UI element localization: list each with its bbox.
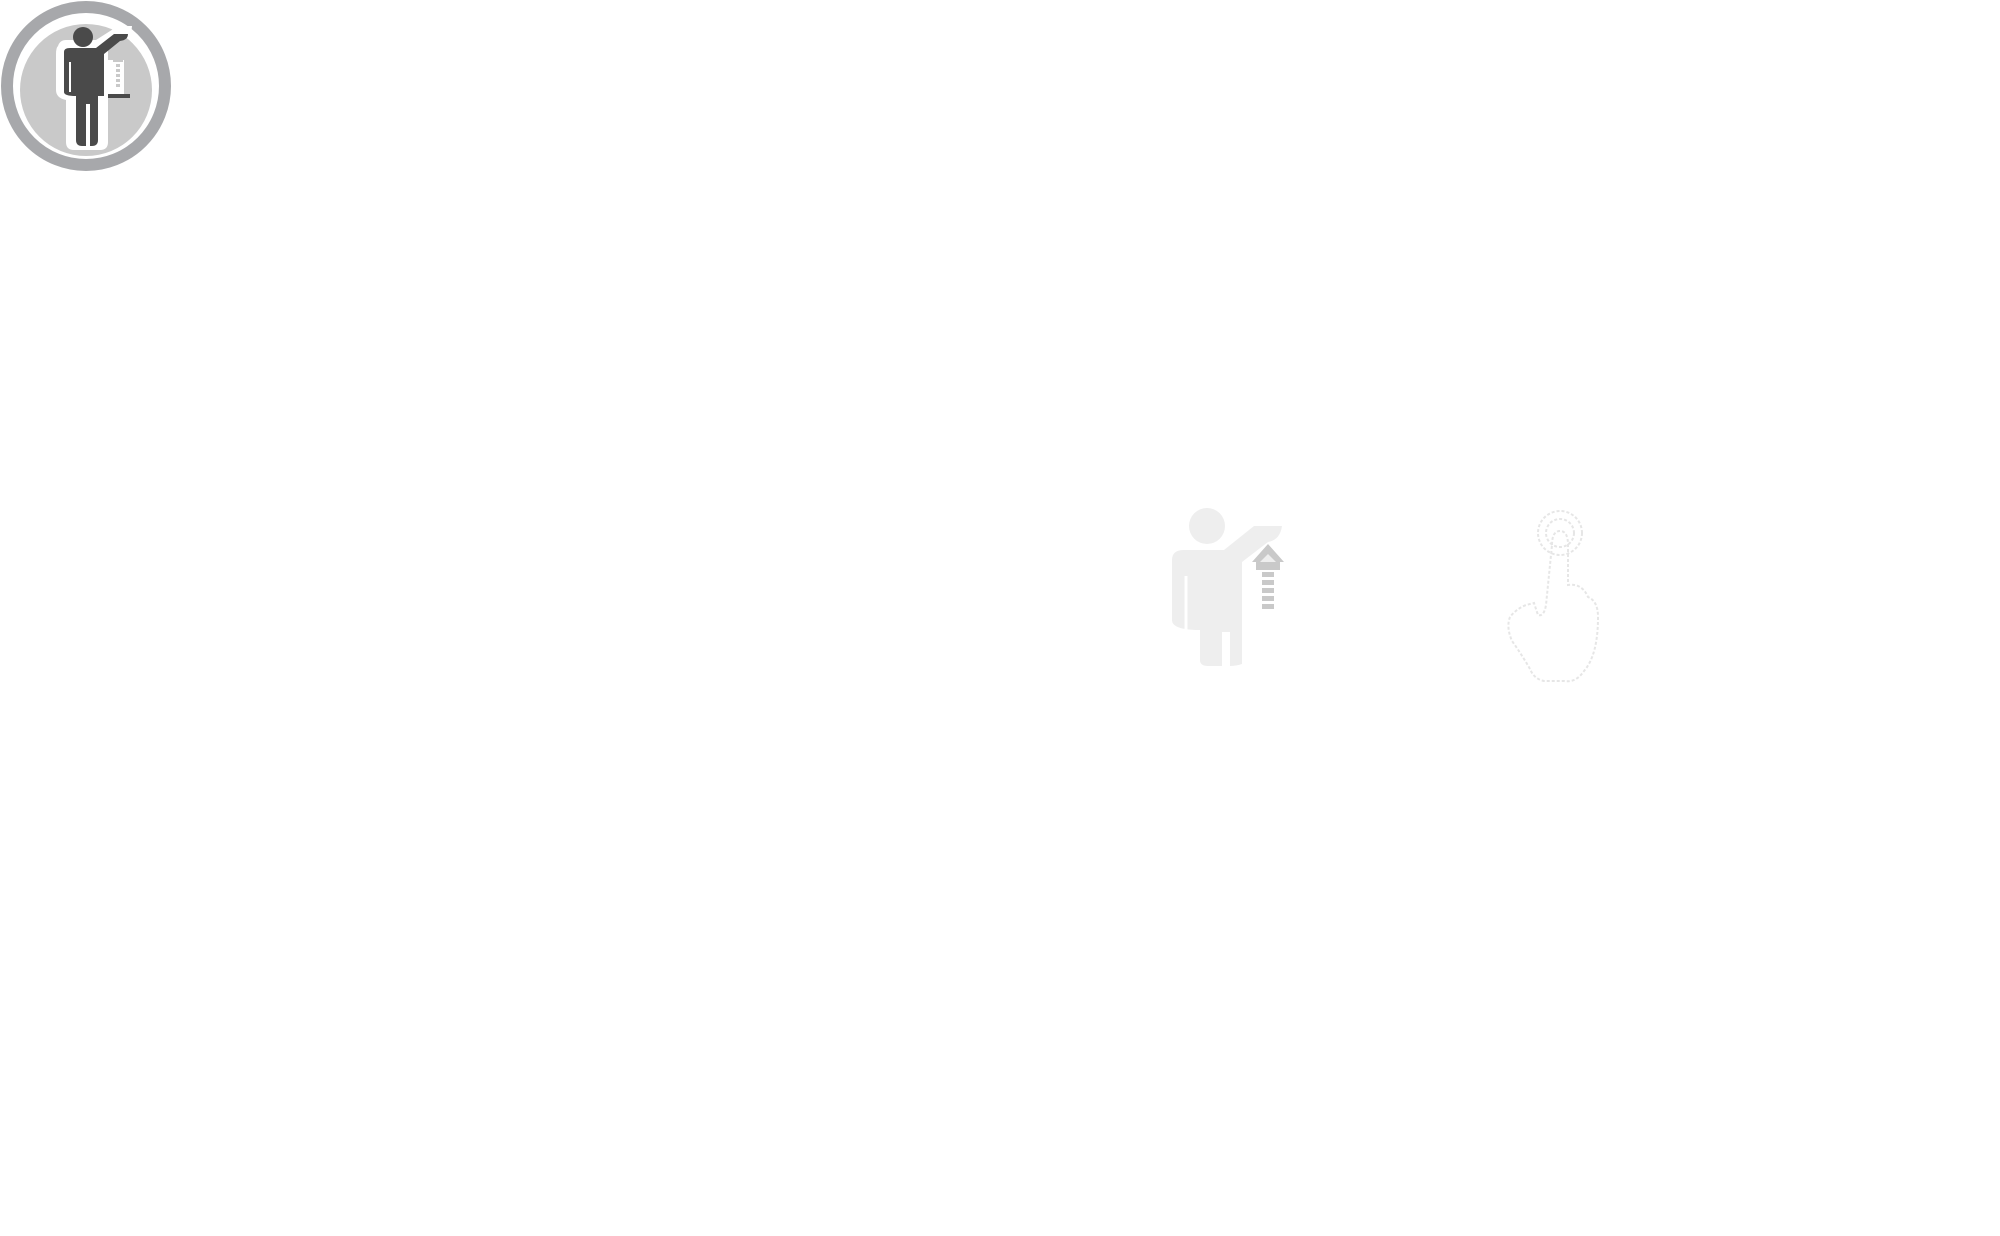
- person-raising-arrow-icon: [1, 1, 171, 171]
- person-raising-arrow-icon: [1160, 500, 1310, 670]
- person-raise-badge[interactable]: [0, 0, 172, 172]
- tap-gesture-icon[interactable]: [1500, 505, 1615, 685]
